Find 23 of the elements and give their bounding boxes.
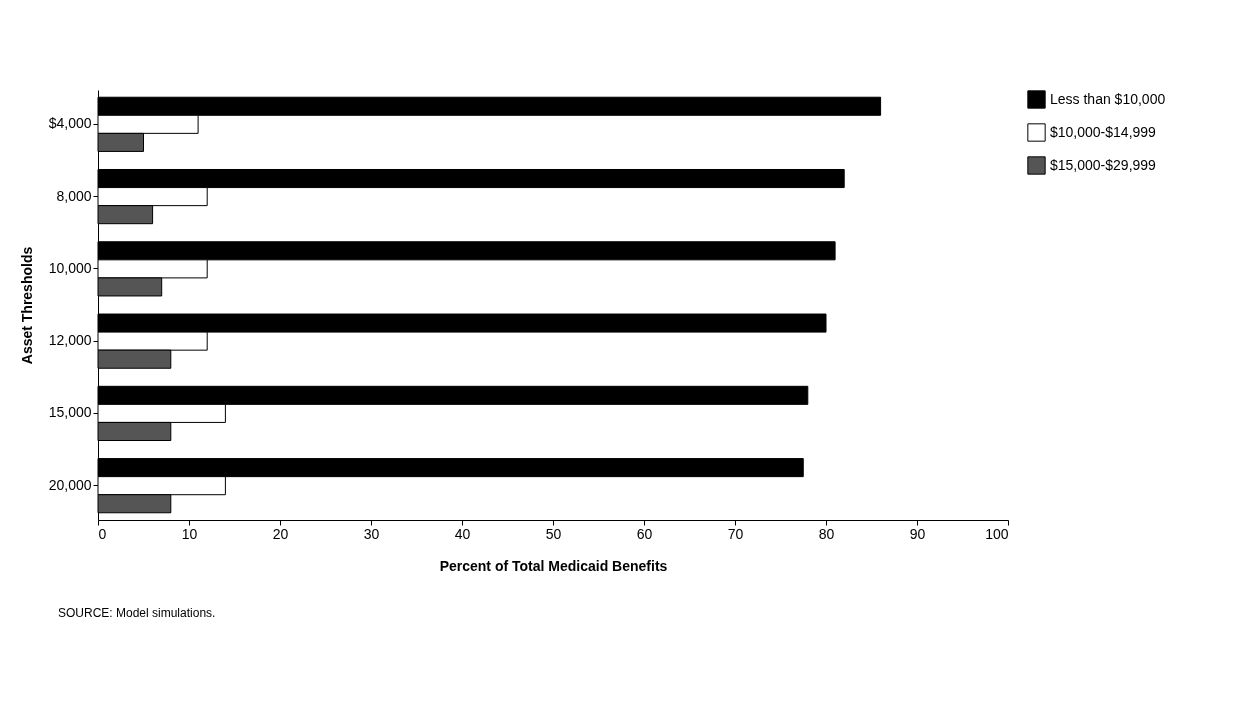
y-tick-label: 10,000	[48, 259, 92, 276]
x-tick-label: 50	[545, 525, 562, 542]
y-axis-title: Asset Thresholds	[18, 246, 35, 365]
y-tick-label: 20,000	[48, 476, 92, 493]
y-tick-label: $4,000	[48, 115, 92, 132]
x-axis-title: Percent of Total Medicaid Benefits	[439, 557, 668, 574]
x-tick-label: 70	[727, 525, 744, 542]
y-tick-label: 12,000	[48, 332, 92, 349]
source-note: SOURCE: Model simulations.	[58, 606, 216, 620]
legend-label: $10,000-$14,999	[1050, 123, 1157, 140]
y-tick-label: 8,000	[56, 187, 92, 204]
x-tick-label: 20	[272, 525, 289, 542]
x-tick-label: 90	[909, 525, 926, 542]
x-tick-label: 0	[98, 525, 107, 542]
legend-label: Less than $10,000	[1050, 90, 1166, 107]
x-tick-label: 30	[363, 525, 380, 542]
x-tick-label: 100	[985, 525, 1009, 542]
legend-label: $15,000-$29,999	[1050, 156, 1157, 173]
x-tick-label: 40	[454, 525, 471, 542]
y-tick-label: 15,000	[48, 404, 92, 421]
x-tick-label: 60	[636, 525, 653, 542]
x-tick-label: 80	[818, 525, 835, 542]
x-tick-label: 10	[181, 525, 198, 542]
